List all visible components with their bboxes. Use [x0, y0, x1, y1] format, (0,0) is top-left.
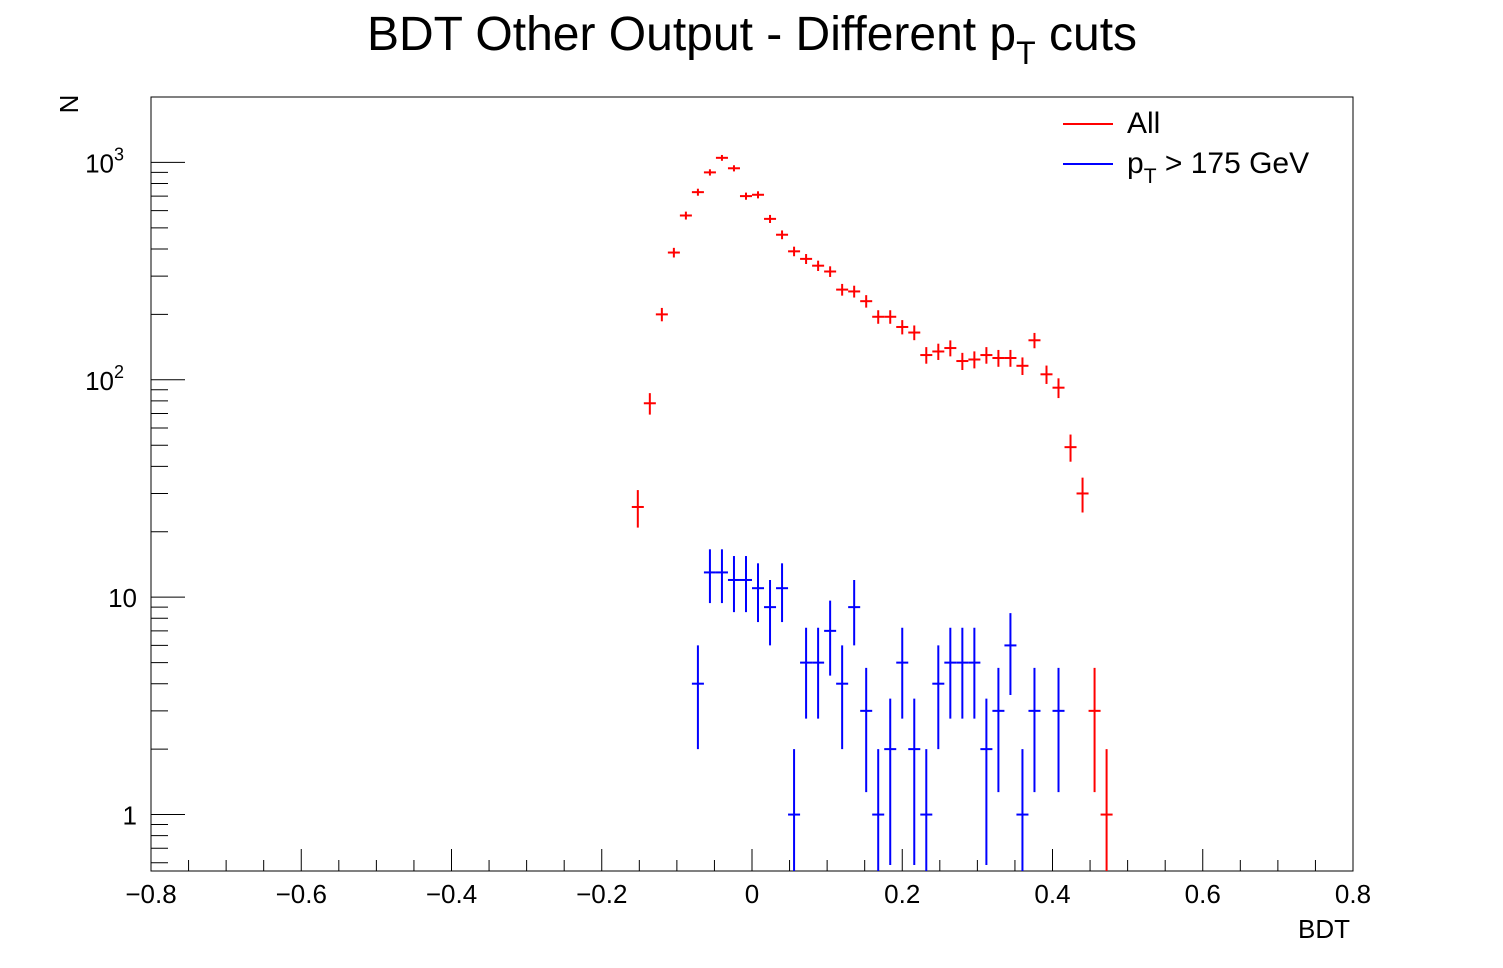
data-point: [896, 627, 909, 719]
data-point: [776, 563, 789, 623]
x-axis-ticks: −0.8 −0.6 −0.4 −0.2 0 0.2 0.4 0.6 0.8: [125, 849, 1371, 909]
x-tick-label: −0.8: [125, 879, 176, 909]
data-point: [956, 352, 969, 370]
x-tick-label: −0.2: [576, 879, 627, 909]
data-point: [1100, 749, 1113, 871]
y-axis-ticks: 1 10 102 103: [85, 96, 185, 864]
data-point: [980, 347, 993, 364]
data-point: [872, 310, 885, 324]
x-axis-label: BDT: [1298, 914, 1350, 944]
data-point: [715, 154, 728, 161]
data-point: [715, 549, 728, 604]
data-point: [824, 266, 837, 277]
data-point: [727, 556, 740, 613]
legend-label-all: All: [1127, 107, 1160, 140]
data-point: [848, 579, 861, 646]
data-point: [691, 188, 704, 196]
series-all: [631, 154, 1113, 871]
data-point: [812, 260, 825, 271]
data-point: [1016, 749, 1029, 871]
data-point: [1064, 434, 1077, 462]
data-point: [860, 295, 873, 308]
data-point: [884, 698, 897, 866]
data-point: [655, 307, 668, 322]
data-point: [1028, 667, 1041, 793]
data-point: [1076, 477, 1089, 513]
data-point: [800, 627, 813, 719]
data-point: [1028, 332, 1041, 349]
data-point: [679, 211, 692, 220]
x-tick-label: 0.4: [1034, 879, 1070, 909]
data-point: [1052, 667, 1065, 793]
data-point: [932, 343, 945, 360]
data-point: [667, 247, 680, 258]
data-point: [980, 698, 993, 866]
data-point: [992, 667, 1005, 793]
data-point: [836, 645, 849, 750]
data-point: [703, 169, 716, 176]
data-point: [836, 283, 849, 296]
data-point: [727, 165, 740, 172]
data-series: [631, 154, 1113, 871]
y-axis-label: N: [54, 95, 84, 114]
plot-frame: [150, 96, 1354, 872]
data-point: [788, 749, 801, 871]
series-high-pt: [691, 549, 1065, 871]
data-point: [944, 340, 957, 357]
data-point: [752, 563, 765, 623]
data-point: [1004, 613, 1017, 695]
x-tick-label: 0.6: [1185, 879, 1221, 909]
data-point: [764, 579, 777, 646]
x-tick-label: 0: [745, 879, 759, 909]
data-point: [908, 325, 921, 341]
data-point: [992, 349, 1005, 367]
data-point: [1016, 357, 1029, 375]
data-point: [932, 645, 945, 750]
data-point: [703, 549, 716, 604]
data-point: [944, 627, 957, 719]
data-point: [691, 645, 704, 750]
x-tick-label: −0.4: [426, 879, 477, 909]
chart-title: BDT Other Output - Different pT cuts: [367, 8, 1137, 71]
data-point: [920, 749, 933, 871]
data-point: [872, 749, 885, 871]
data-point: [752, 191, 765, 199]
data-point: [824, 600, 837, 676]
legend: All pT > 175 GeV: [1063, 107, 1309, 188]
data-point: [968, 351, 981, 369]
y-tick-label: 102: [85, 362, 124, 396]
data-point: [1052, 378, 1065, 399]
data-point: [812, 627, 825, 719]
data-point: [1040, 365, 1053, 384]
legend-label-high-pt: pT > 175 GeV: [1127, 147, 1309, 188]
data-point: [1088, 667, 1101, 793]
x-tick-label: −0.6: [276, 879, 327, 909]
data-point: [631, 490, 644, 528]
data-point: [896, 320, 909, 335]
data-point: [1004, 349, 1017, 367]
data-point: [739, 192, 752, 200]
data-point: [776, 230, 789, 240]
y-tick-label: 1: [123, 801, 137, 831]
x-tick-label: 0.8: [1335, 879, 1371, 909]
data-point: [968, 627, 981, 719]
x-tick-label: 0.2: [884, 879, 920, 909]
data-point: [884, 310, 897, 324]
data-point: [800, 254, 813, 264]
data-point: [908, 698, 921, 866]
data-point: [788, 246, 801, 257]
y-tick-label: 10: [108, 583, 137, 613]
data-point: [956, 627, 969, 719]
data-point: [848, 285, 861, 298]
data-point: [920, 347, 933, 364]
data-point: [739, 556, 752, 613]
data-point: [764, 214, 777, 223]
data-point: [860, 667, 873, 793]
data-point: [643, 393, 656, 415]
y-tick-label: 103: [85, 144, 124, 178]
